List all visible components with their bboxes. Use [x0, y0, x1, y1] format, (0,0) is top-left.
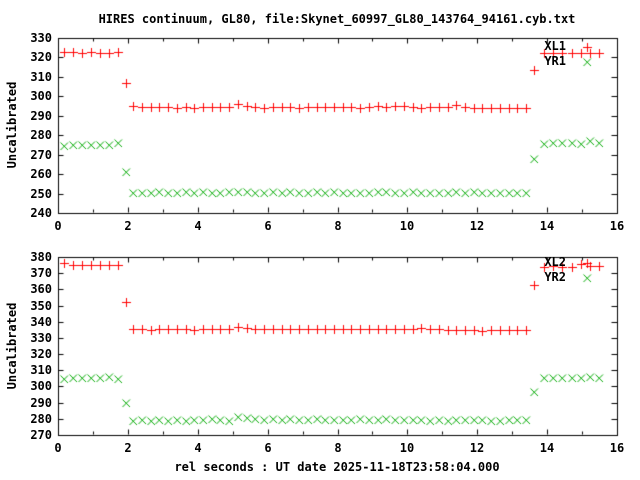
x-tick-label: 10: [399, 441, 415, 455]
y-tick-label: 360: [30, 282, 52, 296]
y-tick-label: 300: [30, 379, 52, 393]
x-tick-label: 12: [469, 441, 485, 455]
y-tick-label: 330: [30, 31, 52, 45]
x-tick-label: 16: [609, 219, 625, 233]
y-tick-label: 260: [30, 167, 52, 181]
x-tick-label: 8: [334, 219, 342, 233]
y-tick-label: 290: [30, 109, 52, 123]
y-tick-label: 240: [30, 206, 52, 220]
y-tick-label: 280: [30, 412, 52, 426]
x-tick-label: 14: [539, 219, 555, 233]
y-tick-label: 250: [30, 187, 52, 201]
y-tick-label: 320: [30, 50, 52, 64]
x-tick-label: 4: [194, 219, 202, 233]
y-tick-label: 280: [30, 128, 52, 142]
y-tick-label: 270: [30, 428, 52, 442]
legend-label-xl2: XL2: [544, 255, 566, 269]
x-tick-label: 0: [54, 219, 62, 233]
y-tick-label: 380: [30, 250, 52, 264]
legend-label-yr1: YR1: [544, 54, 566, 68]
x-tick-label: 4: [194, 441, 202, 455]
legend-label-xl1: XL1: [544, 39, 566, 53]
y-tick-label: 350: [30, 299, 52, 313]
x-tick-label: 6: [264, 219, 272, 233]
x-tick-label: 16: [609, 441, 625, 455]
x-tick-label: 2: [124, 441, 132, 455]
y-tick-label: 300: [30, 89, 52, 103]
y-tick-label: 330: [30, 331, 52, 345]
y-axis-label-bottom: Uncalibrated: [5, 302, 19, 390]
y-axis-label-top: Uncalibrated: [5, 81, 19, 169]
y-tick-label: 370: [30, 266, 52, 280]
y-tick-label: 320: [30, 347, 52, 361]
x-tick-label: 14: [539, 441, 555, 455]
y-tick-label: 340: [30, 315, 52, 329]
x-tick-label: 0: [54, 441, 62, 455]
y-tick-label: 290: [30, 396, 52, 410]
x-tick-label: 6: [264, 441, 272, 455]
chart-title: HIRES continuum, GL80, file:Skynet_60997…: [98, 12, 576, 26]
x-tick-label: 8: [334, 441, 342, 455]
x-axis-label: rel seconds : UT date 2025-11-18T23:58:0…: [174, 460, 500, 474]
x-tick-label: 12: [469, 219, 485, 233]
legend-label-yr2: YR2: [544, 270, 566, 284]
y-tick-label: 310: [30, 363, 52, 377]
y-tick-label: 270: [30, 148, 52, 162]
x-tick-label: 10: [399, 219, 415, 233]
x-tick-label: 2: [124, 219, 132, 233]
y-tick-label: 310: [30, 70, 52, 84]
